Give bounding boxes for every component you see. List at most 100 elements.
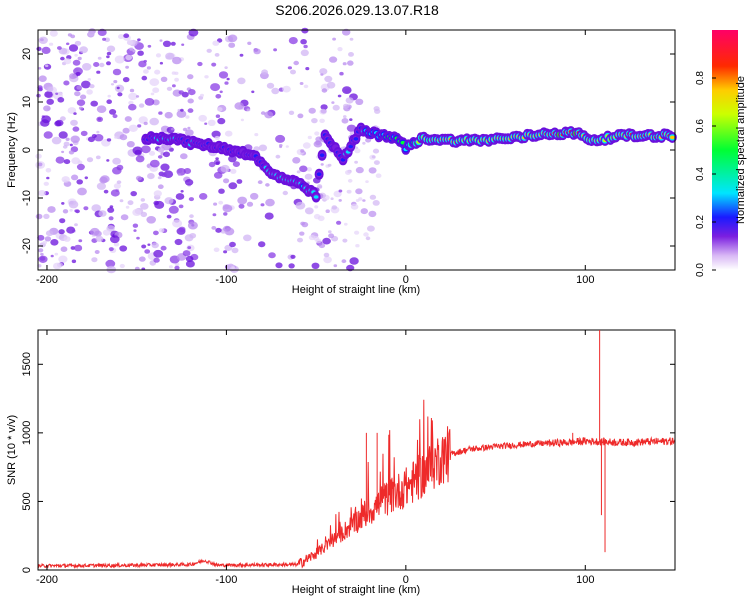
noise-speck <box>180 153 188 160</box>
noise-speck <box>69 200 74 205</box>
noise-speck <box>282 85 291 93</box>
noise-speck <box>61 176 70 183</box>
y-tick-label: -20 <box>21 238 33 254</box>
noise-speck <box>213 171 223 179</box>
x-tick-label: -200 <box>36 574 58 586</box>
noise-speck <box>224 66 228 69</box>
noise-speck <box>204 122 208 125</box>
noise-speck <box>78 106 83 110</box>
noise-speck <box>365 137 372 143</box>
noise-speck <box>95 235 104 242</box>
noise-speck <box>288 110 295 116</box>
noise-speck <box>74 40 82 46</box>
noise-speck <box>229 241 236 248</box>
noise-speck <box>49 30 58 37</box>
noise-speck <box>60 246 68 252</box>
colorbar-tick-label: 0.8 <box>695 71 706 85</box>
noise-speck <box>299 82 304 85</box>
noise-speck <box>43 213 50 219</box>
noise-speck <box>84 176 89 180</box>
noise-speck <box>114 136 118 139</box>
noise-speck <box>232 161 240 168</box>
noise-speck <box>154 200 165 209</box>
noise-speck <box>300 149 305 153</box>
spectrogram-ridge <box>141 122 677 203</box>
noise-speck <box>67 107 77 114</box>
noise-speck <box>63 159 71 165</box>
noise-speck <box>153 249 164 258</box>
noise-speck <box>170 128 174 131</box>
noise-speck <box>279 145 283 149</box>
noise-speck <box>213 202 218 206</box>
noise-speck <box>45 230 54 237</box>
snr-background <box>38 330 675 570</box>
noise-speck <box>349 118 353 121</box>
noise-speck <box>214 135 220 141</box>
noise-speck <box>35 153 42 159</box>
noise-speck <box>83 206 89 211</box>
noise-speck <box>72 59 81 66</box>
noise-speck <box>86 157 94 163</box>
noise-speck <box>265 198 275 207</box>
noise-speck <box>94 250 100 254</box>
noise-speck <box>328 230 332 234</box>
noise-speck <box>198 114 207 122</box>
noise-speck <box>44 236 52 242</box>
noise-speck <box>99 62 105 68</box>
noise-speck <box>182 127 188 132</box>
noise-speck <box>218 188 225 194</box>
noise-speck <box>76 85 82 90</box>
noise-speck <box>102 229 111 236</box>
noise-speck <box>319 118 325 124</box>
noise-speck <box>318 243 326 249</box>
noise-speck <box>297 237 303 243</box>
noise-speck <box>187 108 194 113</box>
noise-speck <box>87 78 92 81</box>
noise-speck <box>120 214 129 221</box>
noise-speck <box>70 246 76 250</box>
x-tick-label: 100 <box>576 574 594 586</box>
noise-speck <box>55 156 65 164</box>
noise-speck <box>303 44 308 49</box>
noise-speck <box>214 53 220 57</box>
spectrogram-noise <box>35 27 382 274</box>
noise-speck <box>208 161 216 168</box>
noise-speck <box>42 240 48 245</box>
noise-speck <box>141 145 151 154</box>
noise-speck <box>228 182 238 190</box>
noise-speck <box>58 229 65 235</box>
noise-speck <box>299 231 305 236</box>
noise-speck <box>264 111 274 119</box>
noise-speck <box>135 155 145 163</box>
noise-speck <box>106 51 112 56</box>
noise-speck <box>78 239 83 243</box>
noise-speck <box>143 59 147 63</box>
noise-speck <box>318 185 323 189</box>
noise-speck <box>127 200 134 206</box>
noise-speck <box>227 34 238 43</box>
noise-speck <box>237 77 246 85</box>
noise-speck <box>110 235 120 244</box>
noise-speck <box>187 74 194 80</box>
noise-speck <box>153 257 160 263</box>
noise-speck <box>288 263 295 269</box>
noise-speck <box>96 130 100 134</box>
noise-speck <box>96 105 107 113</box>
noise-speck <box>114 55 125 64</box>
noise-speck <box>223 212 228 216</box>
noise-speck <box>346 189 352 194</box>
noise-speck <box>113 242 120 247</box>
noise-speck <box>58 131 68 139</box>
noise-speck <box>217 117 226 125</box>
noise-speck <box>337 94 342 98</box>
noise-speck <box>369 194 377 200</box>
noise-speck <box>174 77 180 82</box>
noise-speck <box>347 178 353 183</box>
figure-title: S206.2026.029.13.07.R18 <box>275 2 439 18</box>
noise-speck <box>168 265 173 269</box>
noise-speck <box>311 262 320 269</box>
y-tick-label: 20 <box>21 48 33 60</box>
noise-speck <box>57 97 65 103</box>
noise-speck <box>313 140 323 148</box>
noise-speck <box>297 113 304 119</box>
